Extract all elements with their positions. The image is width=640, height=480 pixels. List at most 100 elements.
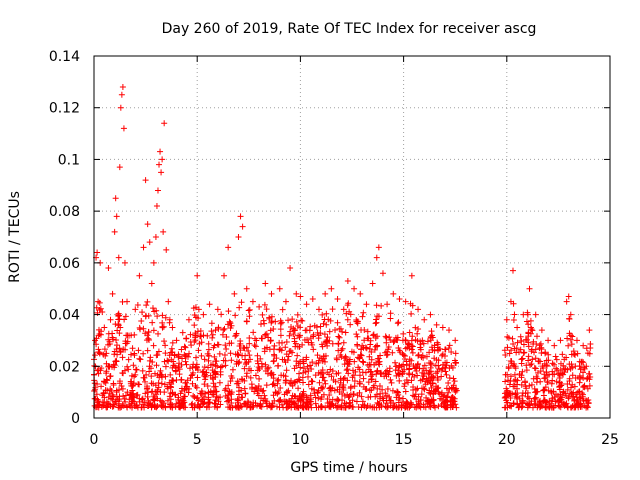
data-point	[233, 380, 240, 387]
data-point	[359, 369, 366, 376]
data-point	[252, 372, 259, 379]
data-point	[443, 385, 450, 392]
data-point	[142, 177, 149, 184]
data-point	[212, 327, 219, 334]
data-point	[101, 324, 108, 331]
data-point	[435, 362, 442, 369]
data-point	[337, 377, 344, 384]
data-point	[585, 396, 592, 403]
data-point	[370, 384, 377, 391]
data-point	[429, 380, 436, 387]
data-point	[135, 347, 142, 354]
data-point	[197, 401, 204, 408]
data-point	[558, 399, 565, 406]
data-point	[572, 374, 579, 381]
data-point	[553, 365, 560, 372]
data-point	[227, 378, 234, 385]
data-point	[549, 395, 556, 402]
data-point	[142, 378, 149, 385]
data-point	[519, 403, 526, 410]
data-point	[155, 384, 162, 391]
data-point	[333, 370, 340, 377]
data-point	[141, 374, 148, 381]
data-point	[250, 399, 257, 406]
data-point	[395, 367, 402, 374]
data-point	[438, 373, 445, 380]
data-point	[426, 349, 433, 356]
data-point	[377, 352, 384, 359]
data-point	[524, 336, 531, 343]
data-point	[394, 320, 401, 327]
data-point	[294, 352, 301, 359]
data-point	[586, 350, 593, 357]
data-point	[296, 393, 303, 400]
data-point	[110, 381, 117, 388]
data-point	[172, 392, 179, 399]
data-point	[112, 195, 119, 202]
data-point	[351, 358, 358, 365]
data-point	[148, 280, 155, 287]
data-point	[97, 331, 104, 338]
data-point	[318, 369, 325, 376]
data-point	[289, 316, 296, 323]
data-point	[452, 337, 459, 344]
data-point	[283, 338, 290, 345]
data-point	[409, 302, 416, 309]
data-point	[576, 372, 583, 379]
data-point	[354, 333, 361, 340]
data-point	[532, 311, 539, 318]
data-point	[239, 352, 246, 359]
data-point	[440, 400, 447, 407]
data-point	[409, 392, 416, 399]
data-point	[98, 383, 105, 390]
data-point	[152, 234, 159, 240]
data-point	[450, 375, 457, 382]
data-point	[262, 367, 269, 374]
data-point	[270, 325, 277, 332]
data-point	[375, 313, 382, 320]
data-point	[173, 400, 180, 407]
x-tick-label: 20	[498, 432, 516, 448]
data-point	[537, 368, 544, 375]
data-point	[565, 293, 572, 300]
data-point	[235, 388, 242, 395]
data-point	[383, 339, 390, 346]
data-point	[403, 358, 410, 365]
data-point	[374, 333, 381, 340]
data-point	[95, 326, 102, 333]
data-point	[211, 353, 218, 360]
data-point	[329, 367, 336, 374]
data-point	[114, 396, 121, 403]
data-point	[524, 404, 531, 411]
data-point	[277, 326, 284, 333]
data-point	[315, 387, 322, 394]
data-point	[373, 254, 380, 261]
data-point	[572, 352, 579, 359]
data-point	[548, 389, 555, 396]
data-point	[295, 360, 302, 367]
data-point	[355, 364, 362, 371]
data-point	[545, 337, 552, 344]
data-point	[434, 385, 441, 392]
data-point	[125, 366, 132, 373]
x-tick-label: 15	[395, 432, 413, 448]
data-point	[134, 404, 141, 411]
data-point	[304, 400, 311, 407]
y-tick-label: 0.1	[58, 152, 80, 168]
data-point	[384, 367, 391, 374]
data-point	[175, 364, 182, 371]
data-point	[282, 377, 289, 384]
data-point	[286, 332, 293, 339]
data-point	[528, 361, 535, 368]
data-point	[270, 392, 277, 399]
data-point	[580, 342, 587, 349]
data-point	[375, 244, 382, 251]
data-point	[305, 339, 312, 346]
data-point	[341, 375, 348, 382]
data-point	[242, 401, 249, 408]
y-tick-label: 0.08	[49, 204, 80, 220]
data-point	[105, 330, 112, 337]
data-point	[384, 403, 391, 410]
data-point	[149, 358, 156, 365]
data-point	[169, 324, 176, 331]
